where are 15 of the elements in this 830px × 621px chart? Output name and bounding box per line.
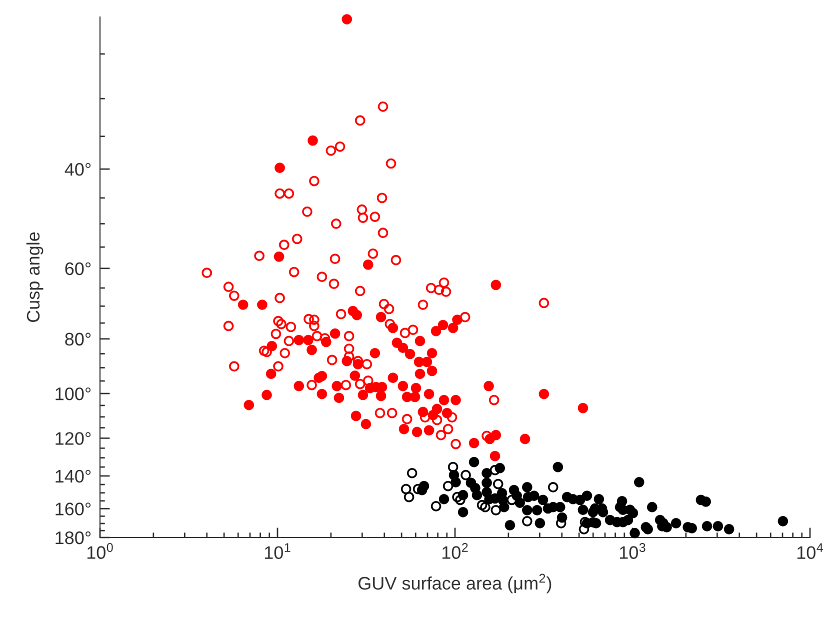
x-tick-label: 10$^{0}$ [87, 543, 113, 559]
y-axis-title: Cusp angle [26, 232, 44, 322]
x-tick-label: 10$^{2}$ [442, 543, 468, 559]
y-tick-label: 180° [56, 531, 91, 544]
y-tick-label: 40° [64, 163, 91, 176]
y-tick-label: 80° [65, 332, 91, 346]
y-tick-label: 100° [56, 387, 91, 400]
x-tick-label: 10$^{1}$ [264, 543, 290, 559]
y-tick-label: 140° [56, 470, 91, 483]
x-tick-label: 10$^{3}$ [620, 543, 646, 559]
x-axis-title: GUV surface area (μm$^{2}$) [358, 574, 552, 594]
y-tick-label: 120° [56, 432, 91, 445]
y-tick-label: 60° [65, 262, 91, 276]
y-tick-label: 160° [56, 502, 91, 516]
x-tick-label: 10$^{4}$ [797, 543, 824, 559]
